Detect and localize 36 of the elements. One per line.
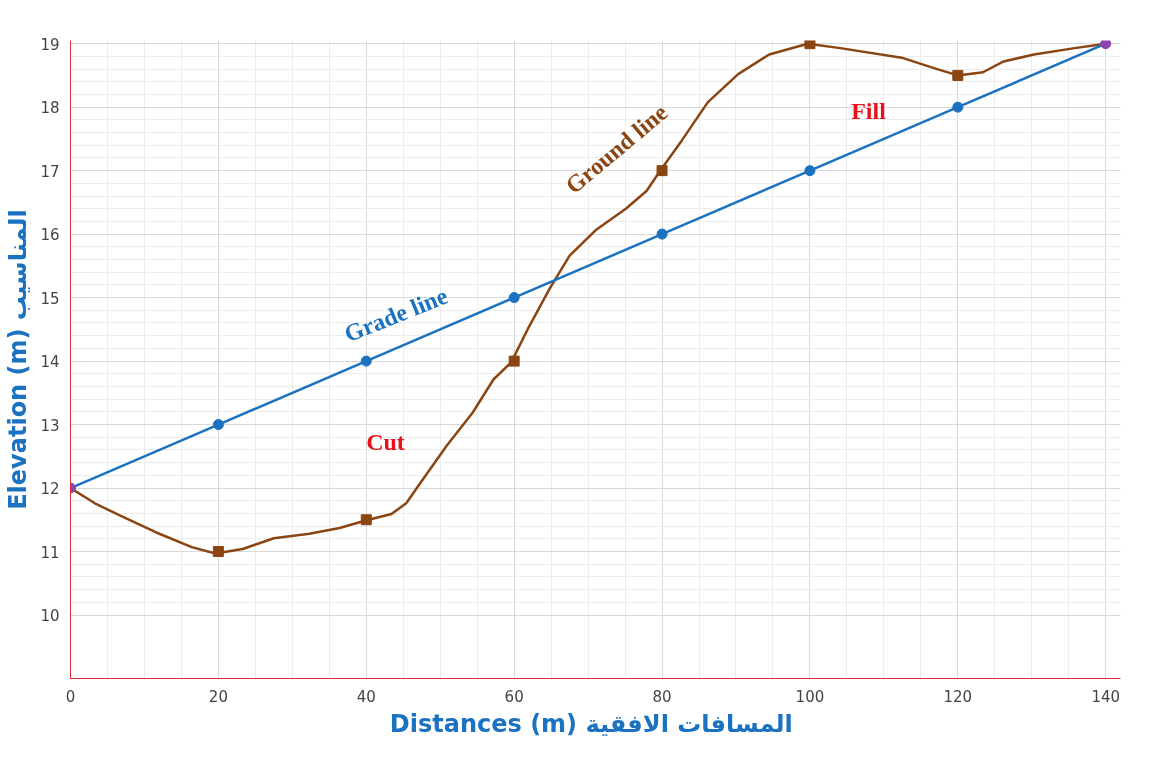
y-tick-label: 11 <box>40 543 60 562</box>
x-tick-label: 0 <box>65 687 76 706</box>
y-tick-label: 14 <box>40 353 60 372</box>
x-tick-label: 20 <box>208 687 228 706</box>
point <box>656 165 668 177</box>
x-tick-label: 120 <box>943 687 973 706</box>
y-tick-label: 12 <box>40 480 60 499</box>
annotation: Grade line <box>340 282 452 348</box>
point <box>952 69 964 81</box>
point <box>360 355 372 367</box>
y-tick-label: 13 <box>40 416 60 435</box>
point <box>952 101 964 113</box>
y-tick-label: 10 <box>40 607 60 626</box>
x-tick-label: 100 <box>795 687 825 706</box>
point <box>1100 40 1112 50</box>
annotation: Fill <box>851 97 887 124</box>
point <box>656 228 668 240</box>
y-tick-label: 17 <box>40 162 60 181</box>
y-tick-label: 19 <box>40 35 60 54</box>
annotation: Cut <box>366 429 405 456</box>
point <box>212 546 224 558</box>
point <box>804 165 816 177</box>
point <box>508 292 520 304</box>
x-axis-title: Distances (m) المسافات الافقية <box>389 709 793 738</box>
point <box>804 40 816 50</box>
x-tick-label: 40 <box>356 687 376 706</box>
y-tick-label: 16 <box>40 226 60 245</box>
x-tick-label: 140 <box>1091 687 1121 706</box>
x-tick-label: 80 <box>652 687 672 706</box>
y-tick-label: 18 <box>40 99 60 118</box>
y-tick-label: 15 <box>40 289 60 308</box>
y-axis-title: Elevation (m) المناسيب <box>4 209 33 510</box>
x-tick-label: 60 <box>504 687 524 706</box>
point <box>360 514 372 526</box>
point <box>212 419 224 431</box>
point <box>508 355 520 367</box>
